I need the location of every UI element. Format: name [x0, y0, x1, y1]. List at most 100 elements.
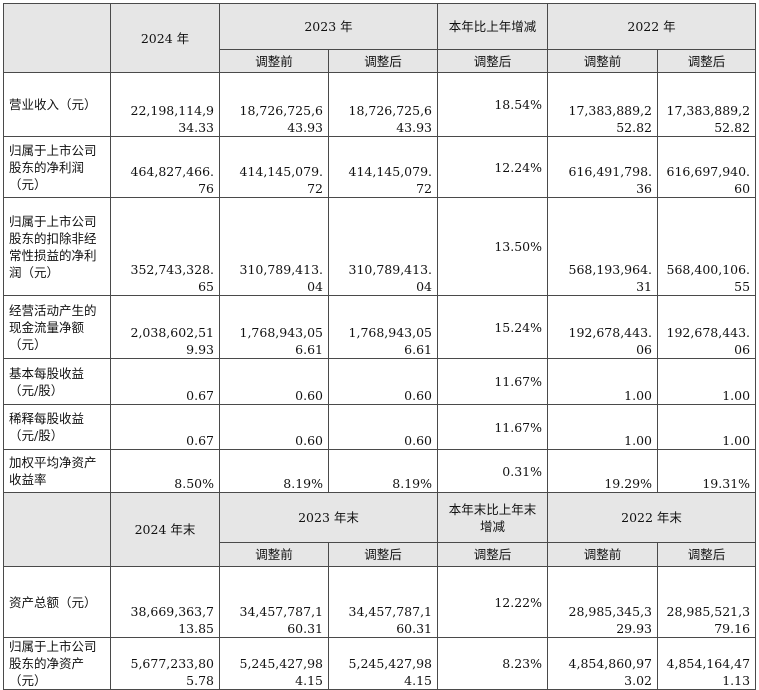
- sub-change-after: 调整后: [437, 542, 549, 567]
- value-text: 13.85: [178, 621, 214, 636]
- change-cell: 18.54%: [437, 72, 549, 137]
- sub-before: 调整前: [219, 542, 329, 567]
- value-cell: 464,827,466. 76: [110, 136, 220, 198]
- value-text: 34,457,787,1: [348, 604, 433, 619]
- value-cell: 19.29%: [547, 449, 659, 493]
- value-text: 52.82: [714, 120, 751, 135]
- value-text: 8.19%: [283, 476, 323, 491]
- value-text: 8.19%: [392, 476, 433, 491]
- value-text: 5,245,427,98: [348, 656, 433, 671]
- value-cell: 1.00: [547, 358, 659, 405]
- value-text: 616,491,798.: [568, 164, 653, 179]
- value-text: 1.00: [624, 433, 653, 448]
- value-text: 3.02: [624, 673, 653, 688]
- value-text: 60: [734, 181, 751, 196]
- value-cell: 616,491,798. 36: [547, 136, 659, 198]
- value-text: 568,193,964.: [568, 262, 653, 277]
- value-text: 36: [636, 181, 653, 196]
- value-text: 43.93: [287, 120, 323, 135]
- value-text: 5,245,427,98: [239, 656, 324, 671]
- sub-after: 调整后: [657, 542, 757, 567]
- data-row: 经营活动产生的现金流量净额（元） 2,038,602,51 9.93 1,768,94…: [3, 295, 757, 359]
- value-cell: 8.19%: [219, 449, 329, 493]
- value-cell: 414,145,079. 72: [327, 136, 439, 198]
- value-text: 43.93: [396, 120, 433, 135]
- value-cell: 0.60: [219, 358, 329, 405]
- row-label: 归属于上市公司股东的扣除非经常性损益的净利润（元）: [3, 197, 111, 296]
- change-cell: 12.22%: [437, 566, 549, 638]
- value-text: 55: [734, 279, 751, 294]
- value-cell: 22,198,114,9 34.33: [110, 72, 220, 137]
- value-text: 414,145,079.: [239, 164, 324, 179]
- value-text: 34,457,787,1: [239, 604, 324, 619]
- value-text: 0.60: [295, 433, 323, 448]
- value-text: 31: [636, 279, 653, 294]
- data-row: 稀释每股收益（元/股） 0.67 0.60 0.60 11.67% 1.00 1.00: [3, 404, 757, 450]
- header-change: 本年比上年增减: [437, 3, 549, 50]
- value-cell: 5,245,427,98 4.15: [327, 637, 439, 690]
- header-current-year: 2024 年末: [110, 492, 220, 567]
- value-cell: 310,789,413. 04: [219, 197, 329, 296]
- value-text: 34.33: [178, 120, 214, 135]
- change-cell: 12.24%: [437, 136, 549, 198]
- value-text: 310,789,413.: [348, 262, 433, 277]
- sub-change-after: 调整后: [437, 49, 549, 73]
- value-cell: 192,678,443. 06: [657, 295, 757, 359]
- value-text: 5,677,233,80: [130, 656, 215, 671]
- value-text: 9.93: [186, 342, 214, 357]
- value-text: 22,198,114,9: [130, 103, 215, 118]
- value-text: 192,678,443.: [666, 325, 751, 340]
- value-cell: 0.67: [110, 404, 220, 450]
- value-text: 4,854,860,97: [568, 656, 653, 671]
- value-text: 568,400,106.: [666, 262, 751, 277]
- row-label: 稀释每股收益（元/股）: [3, 404, 111, 450]
- header-prior-year: 2023 年末: [218, 492, 439, 543]
- value-text: 06: [636, 342, 653, 357]
- value-cell: 8.19%: [327, 449, 439, 493]
- value-text: 28,985,521,3: [666, 604, 751, 619]
- sub-before: 调整前: [219, 49, 329, 73]
- value-text: 1,768,943,05: [239, 325, 324, 340]
- sub-after: 调整后: [657, 49, 757, 73]
- value-text: 76: [198, 181, 214, 196]
- value-cell: 414,145,079. 72: [219, 136, 329, 198]
- change-cell: 0.31%: [437, 449, 549, 493]
- value-text: 4.15: [295, 673, 323, 688]
- value-cell: 1.00: [657, 404, 757, 450]
- value-cell: 38,669,363,7 13.85: [110, 566, 220, 638]
- value-text: 352,743,328.: [130, 262, 215, 277]
- change-cell: 15.24%: [437, 295, 549, 359]
- value-text: 0.60: [404, 388, 433, 403]
- sub-before: 调整前: [547, 49, 659, 73]
- value-text: 414,145,079.: [348, 164, 433, 179]
- change-cell: 11.67%: [437, 358, 549, 405]
- row-label: 基本每股收益（元/股）: [3, 358, 111, 405]
- value-text: 72: [307, 181, 323, 196]
- data-row: 营业收入（元） 22,198,114,9 34.33 18,726,725,6 43.9…: [3, 72, 757, 137]
- value-text: 2,038,602,51: [130, 325, 215, 340]
- value-cell: 17,383,889,2 52.82: [657, 72, 757, 137]
- value-text: 06: [734, 342, 751, 357]
- header-earlier-year: 2022 年: [547, 3, 757, 50]
- value-text: 192,678,443.: [568, 325, 653, 340]
- value-cell: 28,985,521,3 79.16: [657, 566, 757, 638]
- value-cell: 0.60: [327, 358, 439, 405]
- value-text: 8.50%: [174, 476, 214, 491]
- value-text: 18,726,725,6: [239, 103, 324, 118]
- header-current-year: 2024 年: [110, 3, 220, 73]
- financial-summary-table: 2024 年 2023 年本年比上年增减 2022 年调整前 调整后 调整后 调整前 调整后…: [3, 3, 757, 690]
- value-cell: 352,743,328. 65: [110, 197, 220, 296]
- value-text: 29.93: [616, 621, 653, 636]
- change-cell: 13.50%: [437, 197, 549, 296]
- value-text: 19.29%: [604, 476, 653, 491]
- row-label: 营业收入（元）: [3, 72, 111, 137]
- header-change: 本年末比上年末增减: [437, 492, 549, 543]
- value-text: 1.00: [722, 433, 751, 448]
- data-row: 归属于上市公司股东的扣除非经常性损益的净利润（元） 352,743,328. 65 3…: [3, 197, 757, 296]
- value-cell: 18,726,725,6 43.93: [219, 72, 329, 137]
- value-text: 72: [416, 181, 433, 196]
- value-cell: 0.67: [110, 358, 220, 405]
- header-prior-year: 2023 年: [218, 3, 439, 50]
- change-cell: 8.23%: [437, 637, 549, 690]
- value-cell: 34,457,787,1 60.31: [327, 566, 439, 638]
